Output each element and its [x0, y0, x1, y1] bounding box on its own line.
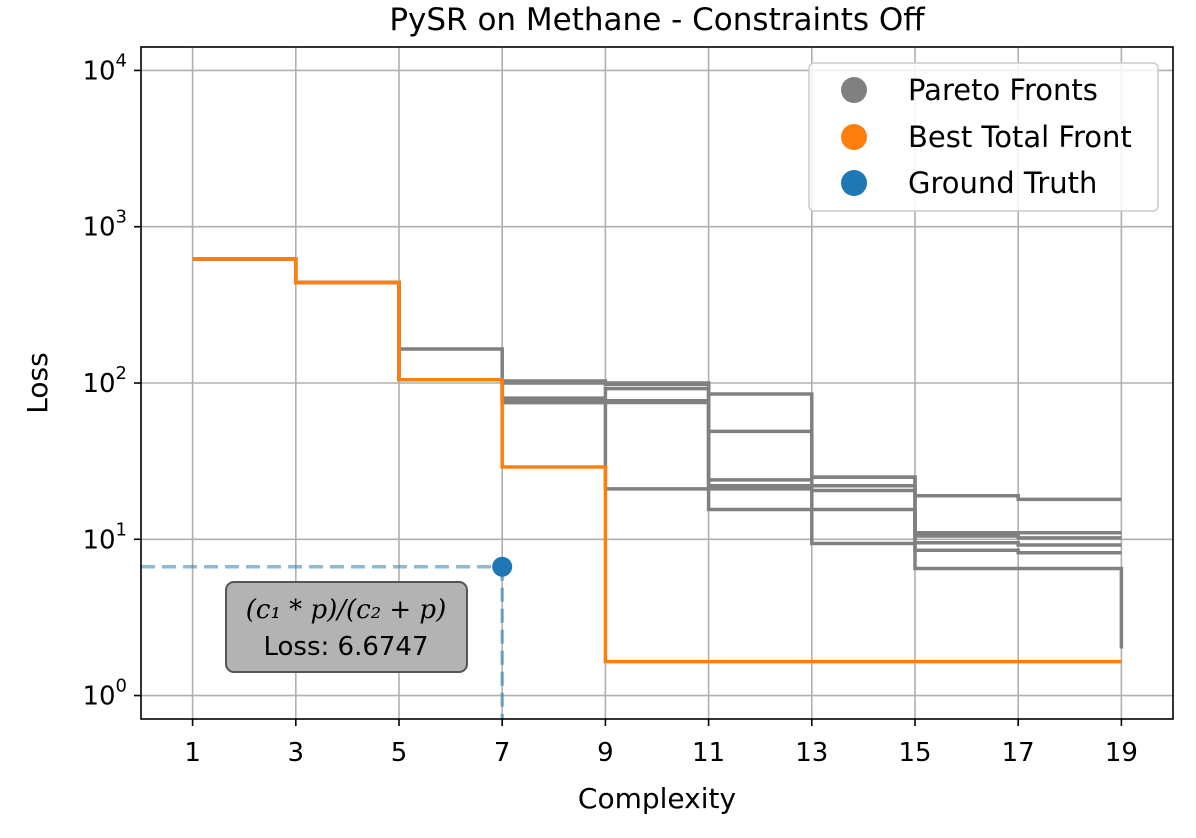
legend-label-pareto: Pareto Fronts: [908, 73, 1098, 107]
ground-truth-annotation: (c₁ * p)/(c₂ + p) Loss: 6.6747: [225, 581, 468, 673]
x-tick-label-9: 19: [1105, 738, 1138, 768]
pareto-front-line-4: [192, 257, 1122, 555]
legend-marker-ground-truth: [841, 170, 867, 196]
x-tick-label-8: 17: [1002, 738, 1035, 768]
legend-marker-pareto: [841, 77, 867, 103]
x-tick-label-6: 13: [795, 738, 828, 768]
ground-truth-guides: [141, 564, 504, 719]
x-tick-label-3: 7: [494, 738, 511, 768]
y-axis-ticks: 100 101 102 103 104: [82, 50, 141, 712]
best-total-front-line: [192, 257, 1122, 664]
x-tick-label-5: 11: [692, 738, 725, 768]
x-axis-ticks: 1 3 5 7 9 11 13 15 17 19: [184, 719, 1138, 768]
y-tick-label-3: 103: [82, 207, 127, 243]
x-tick-label-1: 3: [288, 738, 305, 768]
ground-truth-point-group: [492, 556, 513, 577]
y-axis-title: Loss: [21, 352, 54, 413]
y-tick-label-2: 102: [82, 363, 127, 399]
y-tick-label-1: 101: [82, 519, 127, 555]
annotation-formula: (c₁ * p)/(c₂ + p): [246, 595, 446, 625]
pareto-front-line-0: [192, 257, 1122, 502]
x-tick-label-0: 1: [184, 738, 201, 768]
x-tick-label-7: 15: [898, 738, 931, 768]
pareto-front-line-1: [192, 257, 1122, 535]
legend-marker-best: [841, 124, 867, 150]
legend-box: [808, 62, 1159, 212]
chart-title: PySR on Methane - Constraints Off: [389, 2, 925, 38]
ground-truth-point: [492, 556, 513, 577]
y-tick-label-0: 100: [82, 676, 127, 712]
legend-label-ground-truth: Ground Truth: [908, 166, 1097, 200]
y-tick-label-4: 104: [82, 50, 127, 86]
x-tick-label-2: 5: [391, 738, 408, 768]
x-axis-title: Complexity: [578, 782, 736, 815]
annotation-loss: Loss: 6.6747: [263, 632, 428, 662]
legend-label-best: Best Total Front: [908, 120, 1132, 154]
annotation-box: [225, 581, 468, 673]
x-tick-label-4: 9: [597, 738, 614, 768]
best-total-front: [192, 257, 1122, 664]
legend: Pareto Fronts Best Total Front Ground Tr…: [808, 62, 1159, 212]
